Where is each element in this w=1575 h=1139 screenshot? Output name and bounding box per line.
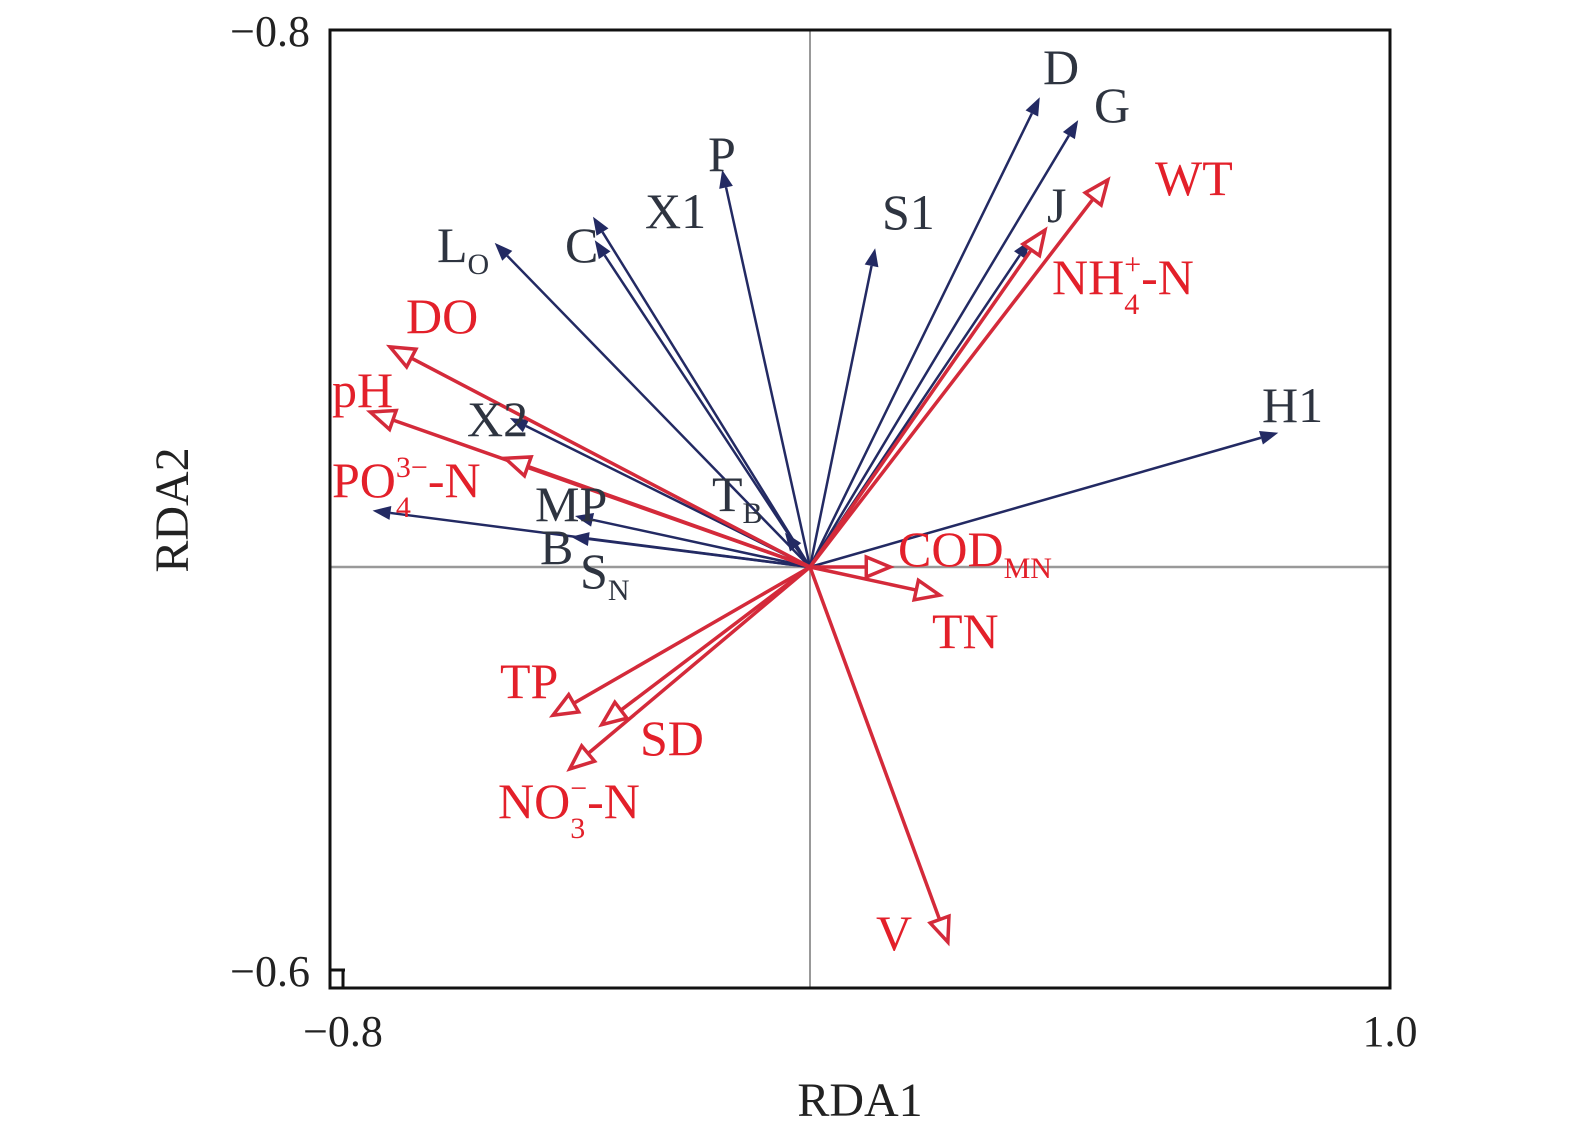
environment-arrow-line [808,248,1033,569]
y-axis-label: RDA2 [146,447,199,572]
species-arrow-line [794,546,812,568]
species-arrow-line [808,134,1070,568]
species-arrowhead [570,532,590,547]
species-arrowhead [719,169,733,189]
species-arrowhead [494,242,513,261]
x-axis-label: RDA1 [797,1074,922,1127]
species-arrow-line [809,436,1262,569]
environment-arrowhead [1082,176,1111,208]
axes: −0.8 −0.6 −0.8 1.0 RDA1 RDA2 [146,7,1418,1127]
species-label: P [708,126,736,182]
environment-arrow-line [572,565,811,705]
environment-arrowhead [566,742,598,772]
environment-label: DO [406,288,478,344]
environment-arrowhead [911,577,945,603]
environment-arrowhead [1019,226,1048,259]
environment-label: TP [500,653,558,709]
plot-frame [328,28,1392,990]
environment-arrowhead [864,554,895,580]
species-arrowhead [509,418,530,433]
species-arrowhead [372,505,392,520]
environment-label: NO− 3-N [498,772,640,845]
x-tick-label-right: 1.0 [1363,1007,1418,1056]
environment-arrow-line [587,565,812,755]
species-label: G [1094,77,1130,133]
environment-arrow-line [527,464,811,569]
species-label: B [540,519,573,575]
arrows [365,97,1279,947]
environment-arrowhead [385,344,419,371]
species-arrow-line [601,231,812,568]
species-arrow-line [603,254,812,568]
species-arrow-line [506,254,811,568]
environment-label: pH [332,362,393,418]
environment-arrow-line [410,356,811,569]
species-label: D [1043,39,1079,95]
environment-arrowhead [927,913,951,947]
species-label: X2 [467,391,528,447]
species-label: C [565,217,598,273]
environment-label: SD [640,710,704,766]
species-arrow-line [808,265,873,568]
environment-arrowhead [500,455,534,479]
species-arrow-line [808,112,1033,568]
y-tick-label-top: −0.8 [230,7,310,56]
environment-arrowhead [598,699,630,728]
environment-label: V [876,905,912,961]
species-arrowhead [1259,431,1279,445]
environment-label: NH+ 4-N [1052,248,1194,321]
environment-arrow-line [808,197,1095,569]
species-arrow-line [588,537,811,569]
environment-label: TN [932,603,999,659]
environment-label: PO3− 4 -N [332,451,481,524]
environment-label: CODMN [898,521,1052,585]
species-label: X1 [645,183,706,239]
species-label: H1 [1262,377,1323,433]
species-arrowhead [574,512,595,527]
environment-arrowhead [548,691,582,718]
species-label: J [1047,177,1066,233]
environment-arrow-line [619,565,812,712]
species-arrow-line [724,187,812,568]
species-label: SN [580,543,629,607]
environment-arrowhead [365,408,399,433]
environment-arrow-line [809,565,917,592]
species-label: LO [437,217,489,281]
species-arrowhead [1025,97,1040,117]
species-label: TB [712,466,763,530]
species-arrowhead [784,532,802,552]
species-arrowhead [593,216,609,236]
species-arrowhead [594,240,611,260]
species-arrowhead [864,248,879,268]
x-tick-label-left: −0.8 [303,1007,383,1056]
environment-label: WT [1155,150,1233,206]
species-label: MP [535,476,607,532]
species-label: S1 [882,184,935,240]
environment-arrow-line [808,566,942,921]
species-arrow-line [592,518,811,569]
species-arrowhead [1062,120,1079,140]
y-tick-label-bottom: −0.6 [230,947,310,996]
